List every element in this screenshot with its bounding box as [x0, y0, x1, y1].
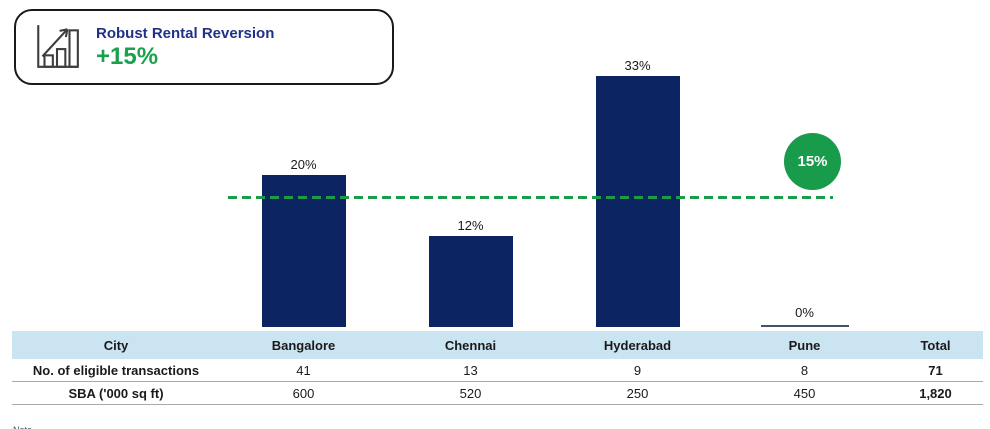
reference-badge: 15%	[784, 133, 841, 190]
row-label-sba: SBA ('000 sq ft)	[12, 382, 220, 405]
footnote-clipped: Note	[13, 425, 32, 429]
table-value-total: 71	[888, 359, 983, 382]
reference-line-15pct	[228, 196, 833, 199]
table-value: 9	[554, 359, 721, 382]
reference-badge-label: 15%	[797, 153, 828, 170]
zero-bar-marker	[760, 325, 849, 327]
table-value: 41	[220, 359, 387, 382]
col-header-hyderabad: Hyderabad	[554, 331, 721, 359]
col-header-total: Total	[888, 331, 983, 359]
bar-group-bangalore: 20%	[220, 157, 387, 327]
header-title: Robust Rental Reversion	[96, 25, 275, 42]
bar-chennai	[428, 235, 513, 327]
header-highlight-value: +15%	[96, 43, 159, 70]
col-header-pune: Pune	[721, 331, 888, 359]
bar-value-label: 20%	[290, 157, 317, 172]
table-value-total: 1,820	[888, 382, 983, 405]
table-value: 520	[387, 382, 554, 405]
table-value: 250	[554, 382, 721, 405]
bar-chart-rising-arrow-icon	[37, 25, 79, 68]
col-header-chennai: Chennai	[387, 331, 554, 359]
bar-group-hyderabad: 33%	[554, 58, 721, 327]
col-header-bangalore: Bangalore	[220, 331, 387, 359]
table-value: 8	[721, 359, 888, 382]
bar-group-chennai: 12%	[387, 218, 554, 327]
city-data-table: City Bangalore Chennai Hyderabad Pune To…	[12, 331, 983, 405]
bar-group-pune: 0%	[721, 305, 888, 327]
col-header-city: City	[12, 331, 220, 359]
table-value: 600	[220, 382, 387, 405]
row-label-transactions: No. of eligible transactions	[12, 359, 220, 382]
bar-bangalore	[261, 175, 346, 327]
table-value: 450	[721, 382, 888, 405]
header-card: Robust Rental Reversion +15%	[14, 9, 394, 85]
bar-value-label: 33%	[624, 58, 651, 74]
bar-value-label: 12%	[457, 217, 484, 233]
table-value: 13	[387, 359, 554, 382]
bar-value-label: 0%	[795, 305, 814, 320]
bar-hyderabad	[595, 76, 680, 327]
